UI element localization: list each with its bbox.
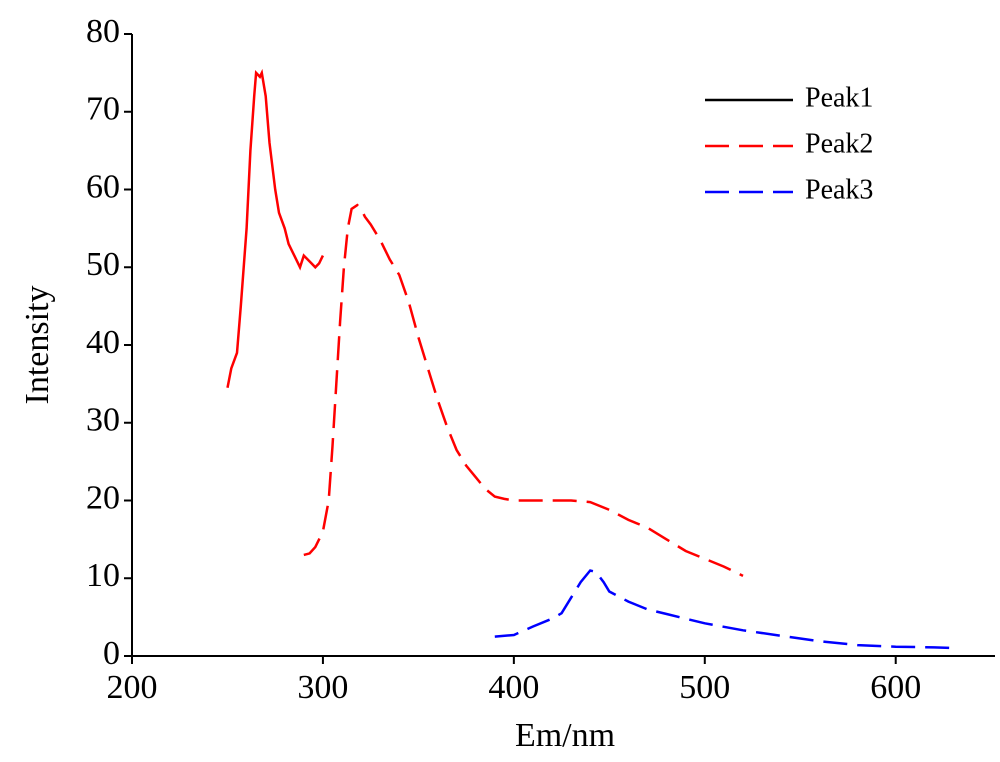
y-axis-label: Intensity bbox=[19, 286, 56, 405]
legend-label: Peak1 bbox=[805, 82, 873, 113]
y-tick-label: 80 bbox=[86, 13, 120, 50]
series-line bbox=[494, 569, 957, 650]
y-tick-label: 0 bbox=[103, 635, 120, 672]
y-tick-label: 70 bbox=[86, 91, 120, 128]
x-axis-label: Em/nm bbox=[515, 717, 615, 754]
y-tick-label: 50 bbox=[86, 246, 120, 283]
y-tick-label: 10 bbox=[86, 557, 120, 594]
x-tick-label: 400 bbox=[488, 669, 539, 706]
x-tick-label: 300 bbox=[297, 669, 348, 706]
y-tick-label: 30 bbox=[86, 402, 120, 439]
series-line bbox=[226, 68, 325, 389]
y-tick-label: 60 bbox=[86, 168, 120, 205]
y-tick-label: 20 bbox=[86, 479, 120, 516]
legend-label: Peak3 bbox=[805, 174, 873, 205]
x-tick-label: 500 bbox=[679, 669, 730, 706]
series-line bbox=[303, 203, 744, 578]
x-tick-label: 600 bbox=[870, 669, 921, 706]
y-tick-label: 40 bbox=[86, 324, 120, 361]
x-tick-label: 200 bbox=[107, 669, 158, 706]
legend-label: Peak2 bbox=[805, 128, 873, 159]
